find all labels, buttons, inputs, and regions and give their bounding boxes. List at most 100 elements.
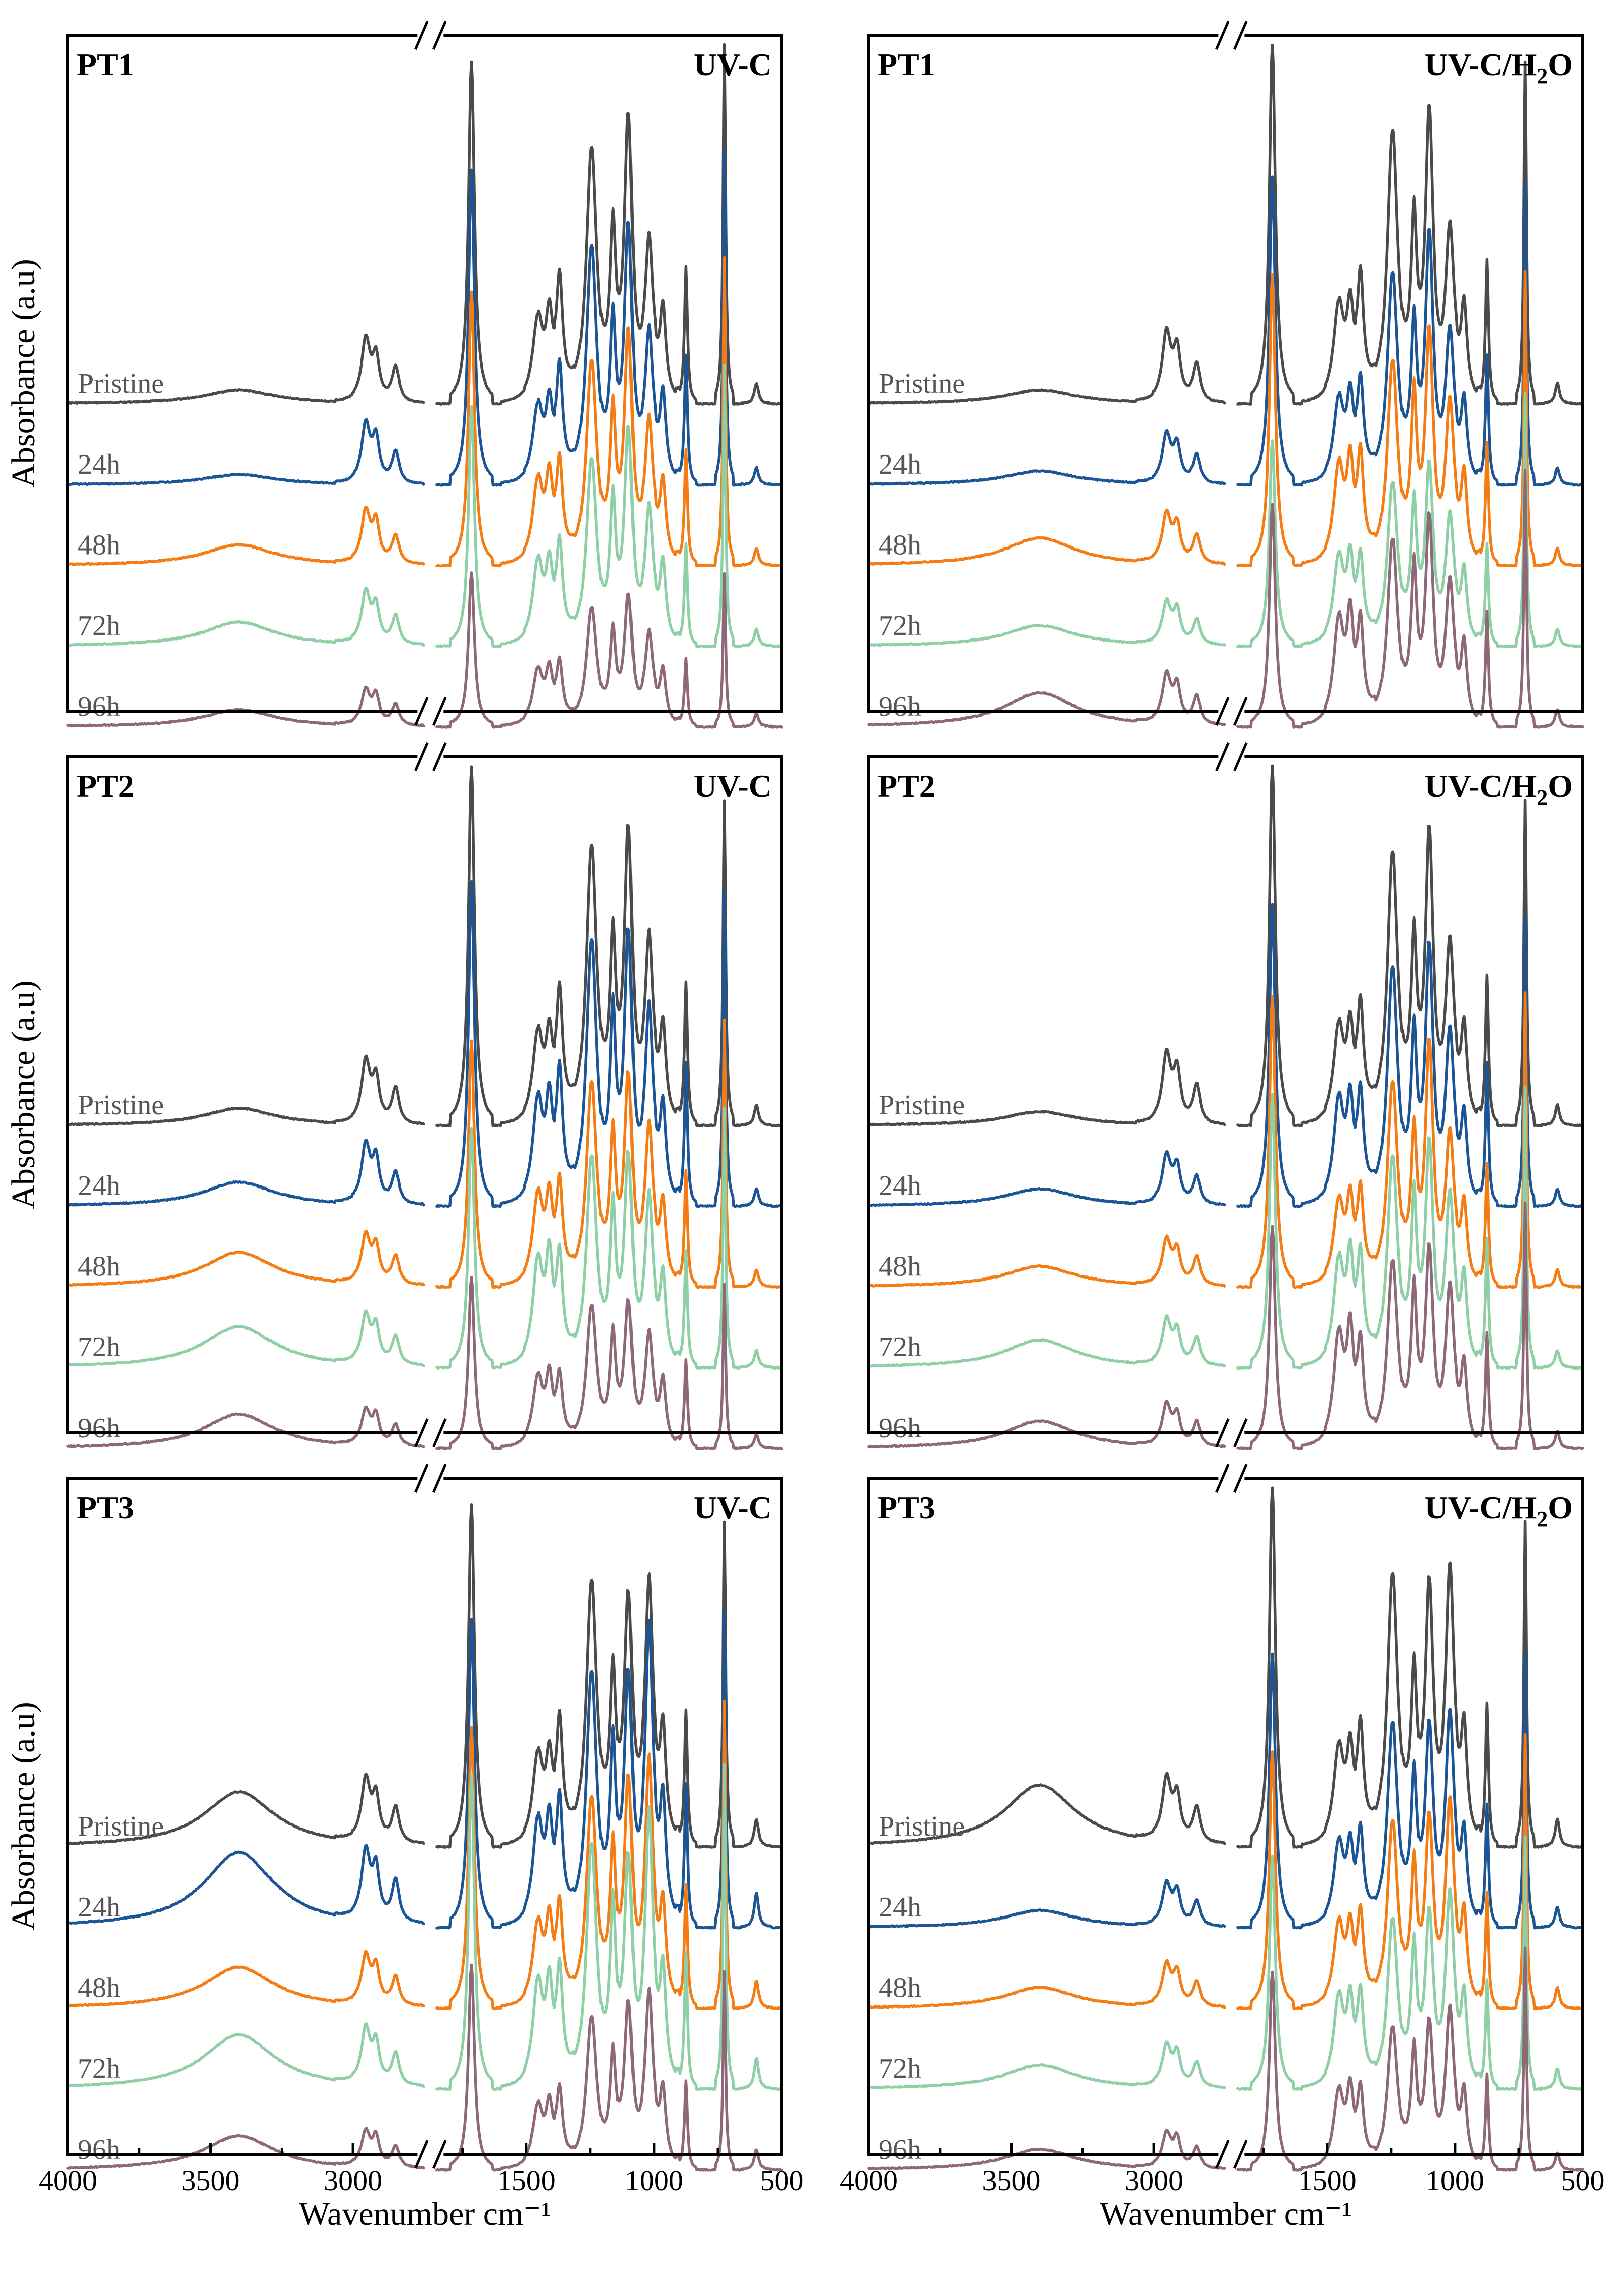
series-label-72h: 72h: [879, 610, 921, 642]
x-tick-label: 500: [1561, 2164, 1605, 2197]
y-axis-title: Absorbance (a.u): [5, 1702, 42, 1930]
spectrum-line-72h: [66, 1763, 783, 2091]
axis-break-stroke: [432, 2140, 447, 2169]
axis-break-marker: [1215, 2140, 1248, 2169]
series-label-pristine: Pristine: [879, 1089, 965, 1121]
axis-break-marker: [414, 742, 447, 771]
spectrum-line-48h: [66, 256, 783, 568]
panel-id-label: PT3: [77, 1490, 134, 1525]
series-label-24h: 24h: [879, 449, 921, 480]
series-label-pristine: Pristine: [78, 368, 164, 399]
spectrum-line-48h: [66, 1699, 783, 2011]
spectrum-line-72h: [867, 1085, 1584, 1370]
axis-break-stroke: [414, 742, 429, 771]
panel-id-label: PT1: [77, 47, 134, 82]
series-label-24h: 24h: [879, 1170, 921, 1202]
condition-text: UV-C: [694, 1490, 772, 1525]
axis-break-stroke: [414, 2140, 429, 2169]
x-tick-label: 1500: [497, 2164, 556, 2197]
condition-label: UV-C: [694, 47, 772, 82]
series-label-pristine: Pristine: [879, 368, 965, 399]
spectrum-line-24h: [867, 1652, 1584, 1930]
axis-break-stroke: [1233, 742, 1248, 771]
axis-break-stroke: [432, 742, 447, 771]
spectrum-line-pristine: [66, 43, 783, 406]
series-label-96h: 96h: [78, 1413, 120, 1444]
series-label-24h: 24h: [78, 1170, 120, 1202]
series-label-24h: 24h: [879, 1892, 921, 1923]
spectrum-line-48h: [867, 1733, 1584, 2011]
condition-subscript: 2: [1537, 1507, 1548, 1531]
condition-tail: O: [1548, 768, 1573, 804]
spectrum-line-24h: [66, 148, 783, 487]
condition-label: UV-C: [694, 768, 772, 804]
condition-tail: O: [1548, 47, 1573, 82]
spectrum-line-96h: [66, 1963, 783, 2172]
spectrum-line-96h: [66, 1275, 783, 1450]
axis-break-stroke: [1233, 1418, 1248, 1447]
series-label-pristine: Pristine: [78, 1089, 164, 1121]
panel-pt1-uvc: Pristine 24h 48h 72h 96h PT1 UV-C Absorbance (a…: [5, 34, 783, 729]
series-label-96h: 96h: [879, 1413, 921, 1444]
panel-frame: [66, 755, 783, 1434]
axis-break-stroke: [1215, 1418, 1230, 1447]
axis-break-marker: [414, 21, 447, 50]
axis-break-marker: [1215, 21, 1248, 50]
axis-break-marker: [414, 2140, 447, 2169]
x-tick-label: 3000: [1125, 2164, 1183, 2197]
condition-text: UV-C/H: [1424, 1490, 1537, 1525]
spectrum-line-72h: [66, 1107, 783, 1370]
axis-break-stroke: [1215, 742, 1230, 771]
series-label-24h: 24h: [78, 1892, 120, 1923]
spectrum-line-48h: [867, 991, 1584, 1289]
panel-id-label: PT1: [878, 47, 935, 82]
axis-break-stroke: [1215, 1464, 1230, 1493]
series-label-24h: 24h: [78, 449, 120, 480]
spectrum-line-72h: [66, 363, 783, 648]
condition-subscript: 2: [1537, 64, 1548, 88]
condition-label: UV-C/H2O: [1424, 768, 1573, 810]
panel-frame: [66, 34, 783, 713]
axis-break-stroke: [1233, 697, 1248, 726]
panel-id-label: PT3: [878, 1490, 935, 1525]
x-tick-label: 1000: [1426, 2164, 1484, 2197]
axis-break-marker: [1215, 742, 1248, 771]
spectrum-line-pristine: [867, 43, 1584, 406]
spectrum-line-72h: [867, 392, 1584, 648]
condition-text: UV-C/H: [1424, 47, 1537, 82]
panel-frame: [66, 1477, 783, 2156]
axis-break-stroke: [1215, 697, 1230, 726]
x-tick-label: 500: [760, 2164, 804, 2197]
series-label-96h: 96h: [78, 691, 120, 722]
axis-break-stroke: [414, 697, 429, 726]
axis-break-stroke: [432, 1418, 447, 1447]
spectrum-line-pristine: [66, 1503, 783, 1849]
x-tick-label: 3500: [982, 2164, 1041, 2197]
series-label-72h: 72h: [879, 2053, 921, 2084]
series-label-48h: 48h: [78, 529, 120, 561]
axis-break-marker: [1215, 1464, 1248, 1493]
series-label-96h: 96h: [879, 2134, 921, 2165]
panel-pt3-uvc: Pristine 24h 48h 72h 96h PT3 UV-C 4000 3500 3000 1…: [5, 1477, 804, 2232]
axis-break-marker: [1215, 1418, 1248, 1447]
series-label-96h: 96h: [879, 691, 921, 722]
series-label-48h: 48h: [78, 1972, 120, 2003]
condition-subscript: 2: [1537, 785, 1548, 810]
axis-break-stroke: [1215, 21, 1230, 50]
panel-pt1-uvc-h2o: Pristine 24h 48h 72h 96h PT1 UV-C/H2O: [867, 34, 1584, 729]
panel-pt3-uvc-h2o: Pristine 24h 48h 72h 96h PT3 UV-C/H2O 4000 3500 3…: [840, 1477, 1605, 2232]
axis-break-stroke: [414, 1418, 429, 1447]
axis-break-stroke: [432, 1464, 447, 1493]
panel-pt2-uvc-h2o: Pristine 24h 48h 72h 96h PT2 UV-C/H2O: [867, 755, 1584, 1450]
axis-break-stroke: [432, 697, 447, 726]
condition-tail: O: [1548, 1490, 1573, 1525]
panel-pt2-uvc: Pristine 24h 48h 72h 96h PT2 UV-C Absorbance (a…: [5, 755, 783, 1450]
axis-break-stroke: [1233, 2140, 1248, 2169]
condition-label: UV-C/H2O: [1424, 1490, 1573, 1531]
condition-label: UV-C/H2O: [1424, 47, 1573, 88]
series-label-72h: 72h: [879, 1332, 921, 1363]
spectrum-line-24h: [867, 175, 1584, 487]
axis-break-stroke: [414, 21, 429, 50]
y-axis-title: Absorbance (a.u): [5, 259, 42, 487]
